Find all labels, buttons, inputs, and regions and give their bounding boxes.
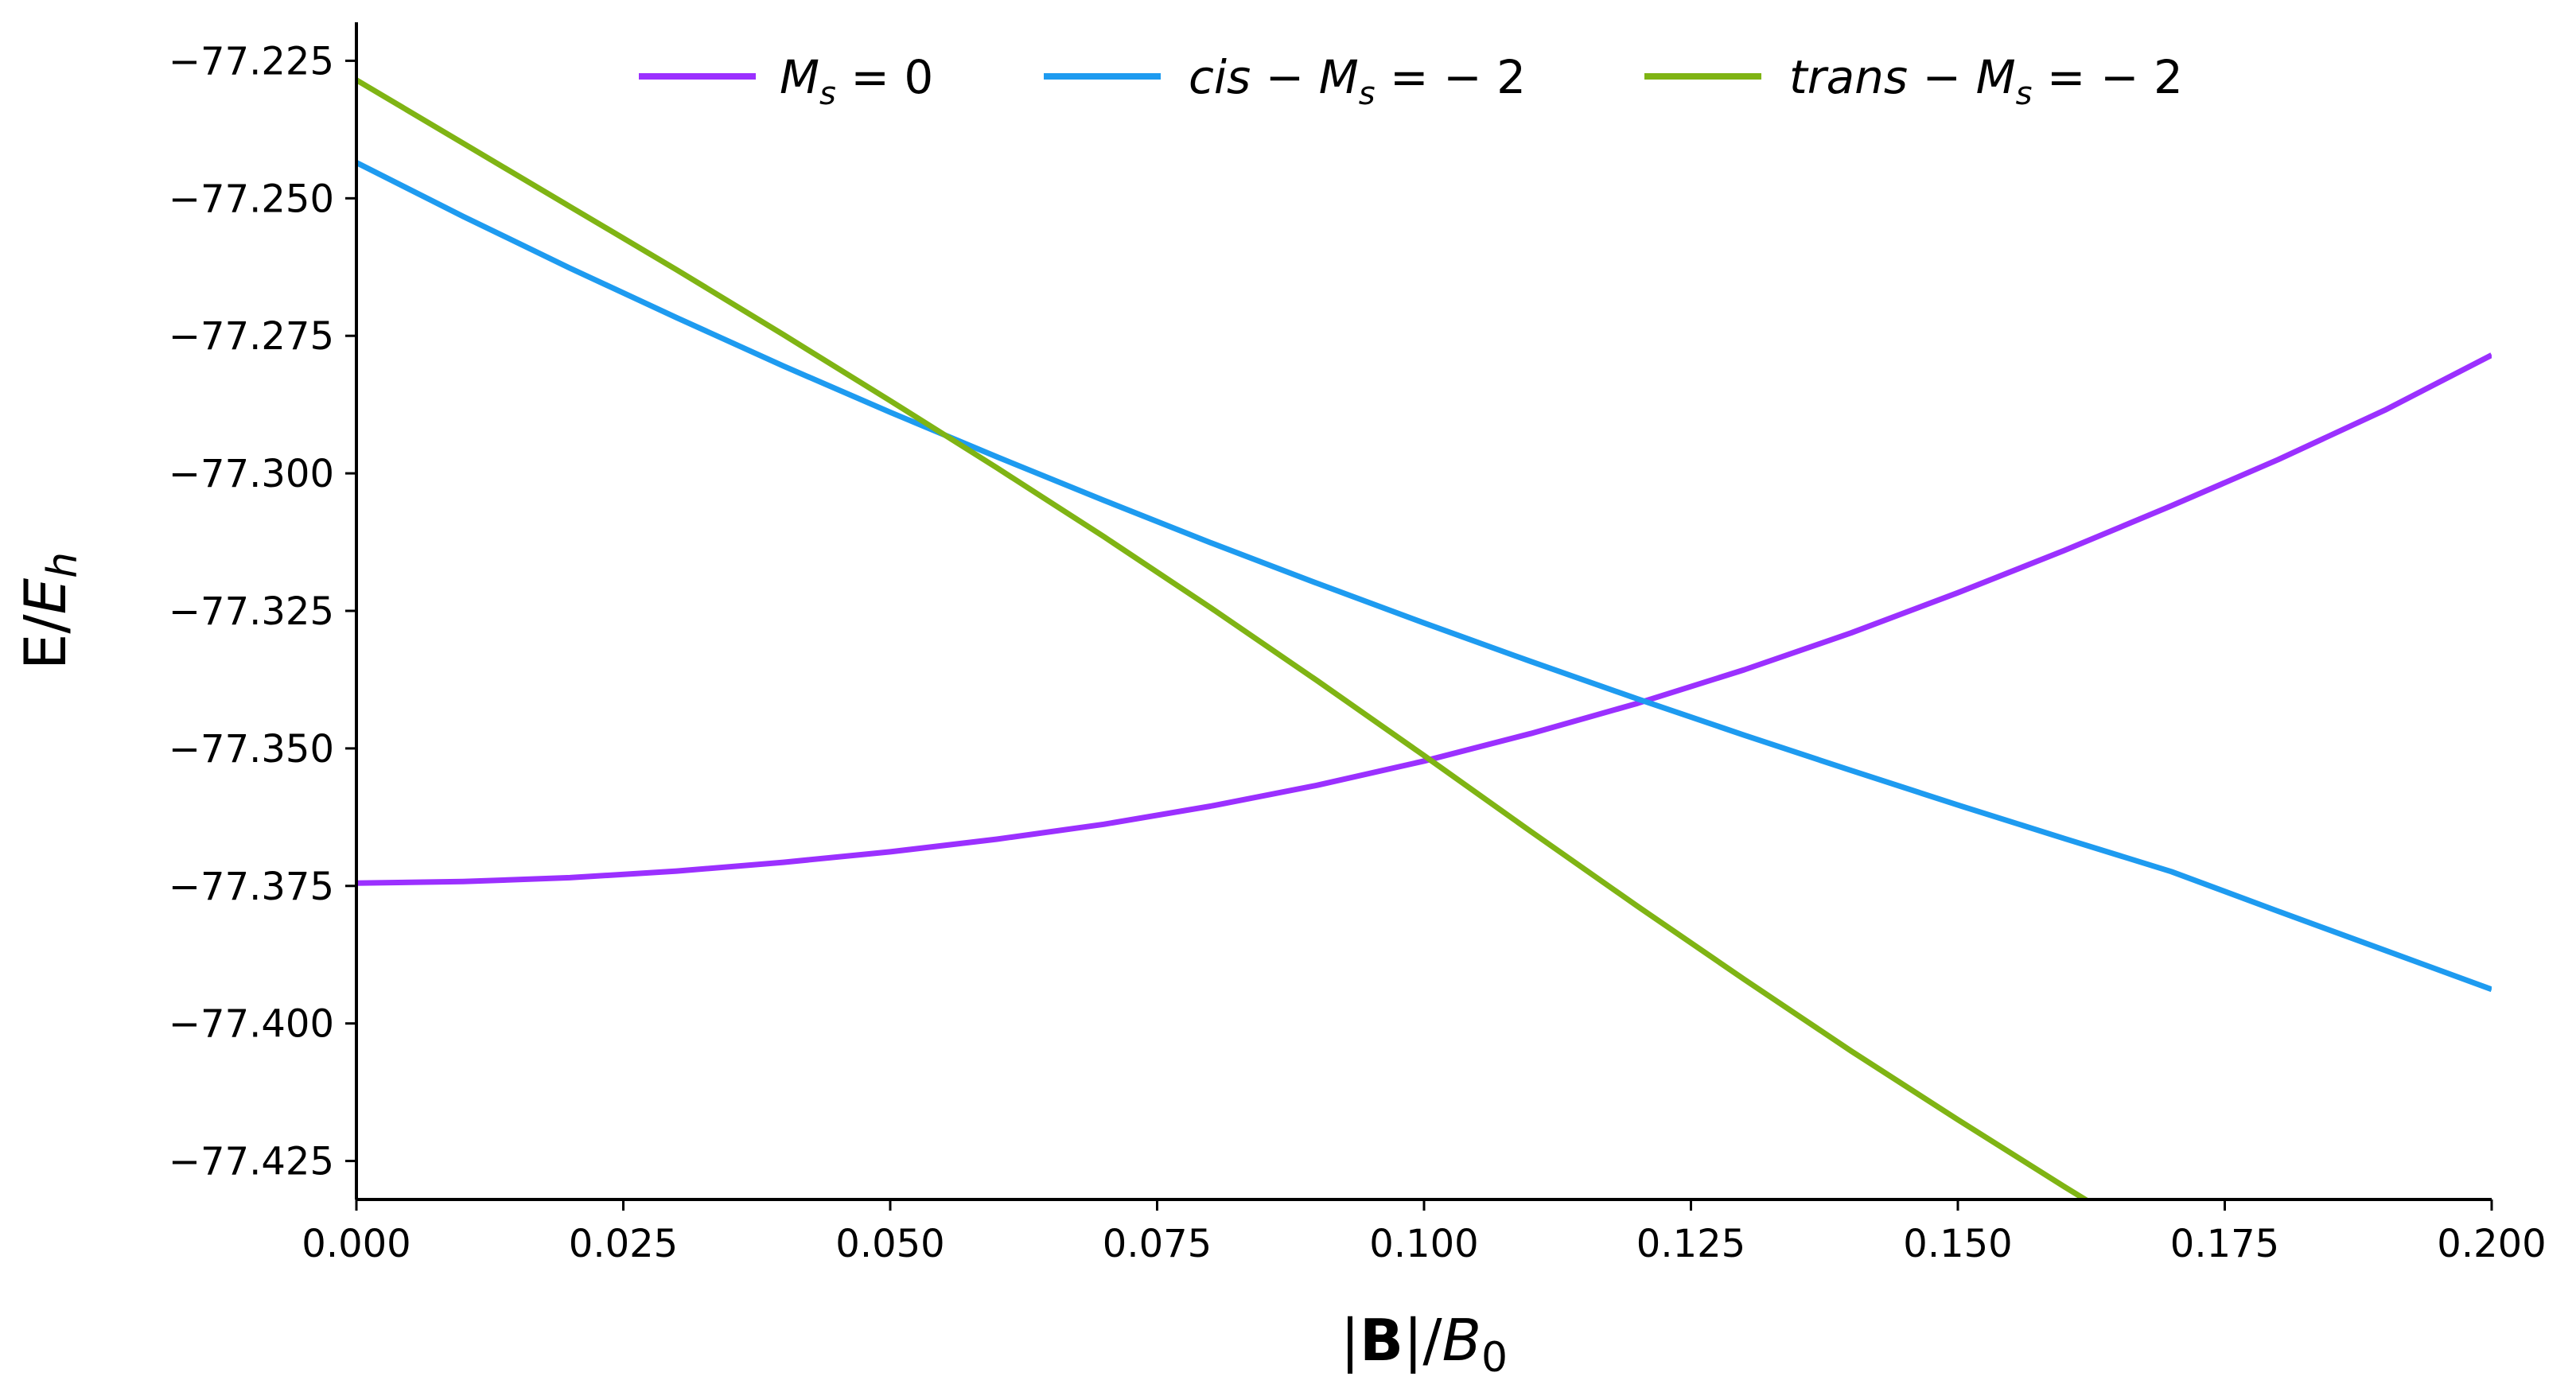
x-tick-label: 0.025 (569, 1222, 678, 1266)
y-axis-label: E/Eh (12, 552, 87, 670)
series-line-cis (356, 160, 2492, 993)
y-tick-label: −77.425 (169, 1140, 334, 1184)
x-tick-label: 0.100 (1369, 1222, 1478, 1266)
series-layer (356, 77, 2492, 1199)
legend: Ms = 0 cis − Ms = − 2 trans − Ms = − 2 (639, 50, 2183, 112)
y-tick-label: −77.225 (169, 39, 334, 84)
x-tick-label: 0.125 (1636, 1222, 1745, 1266)
legend-label-cis: cis − Ms = − 2 (1189, 50, 1526, 112)
y-tick-label: −77.300 (169, 452, 334, 496)
legend-label-trans: trans − Ms = − 2 (1789, 50, 2183, 112)
y-tick-label: −77.400 (169, 1002, 334, 1047)
y-tick-label: −77.350 (169, 727, 334, 772)
y-tick-label: −77.250 (169, 177, 334, 221)
ticks-layer: 0.000 0.025 0.050 0.075 0.100 0.125 0.150 0.175… (169, 39, 2547, 1266)
x-tick-label: 0.175 (2170, 1222, 2279, 1266)
x-tick-label: 0.050 (835, 1222, 944, 1266)
x-tick-label: 0.075 (1103, 1222, 1212, 1266)
series-line-ms0 (356, 352, 2492, 886)
x-tick-label: 0.150 (1903, 1222, 2012, 1266)
series-line-trans (356, 77, 2091, 1199)
x-tick-label: 0.000 (302, 1222, 411, 1266)
legend-label-ms0: Ms = 0 (780, 50, 933, 112)
y-tick-label: −77.275 (169, 314, 334, 359)
y-tick-label: −77.375 (169, 865, 334, 909)
y-tick-label: −77.325 (169, 589, 334, 634)
x-axis-label: |B|/B0 (1341, 1307, 1508, 1382)
x-tick-label: 0.200 (2437, 1222, 2546, 1266)
